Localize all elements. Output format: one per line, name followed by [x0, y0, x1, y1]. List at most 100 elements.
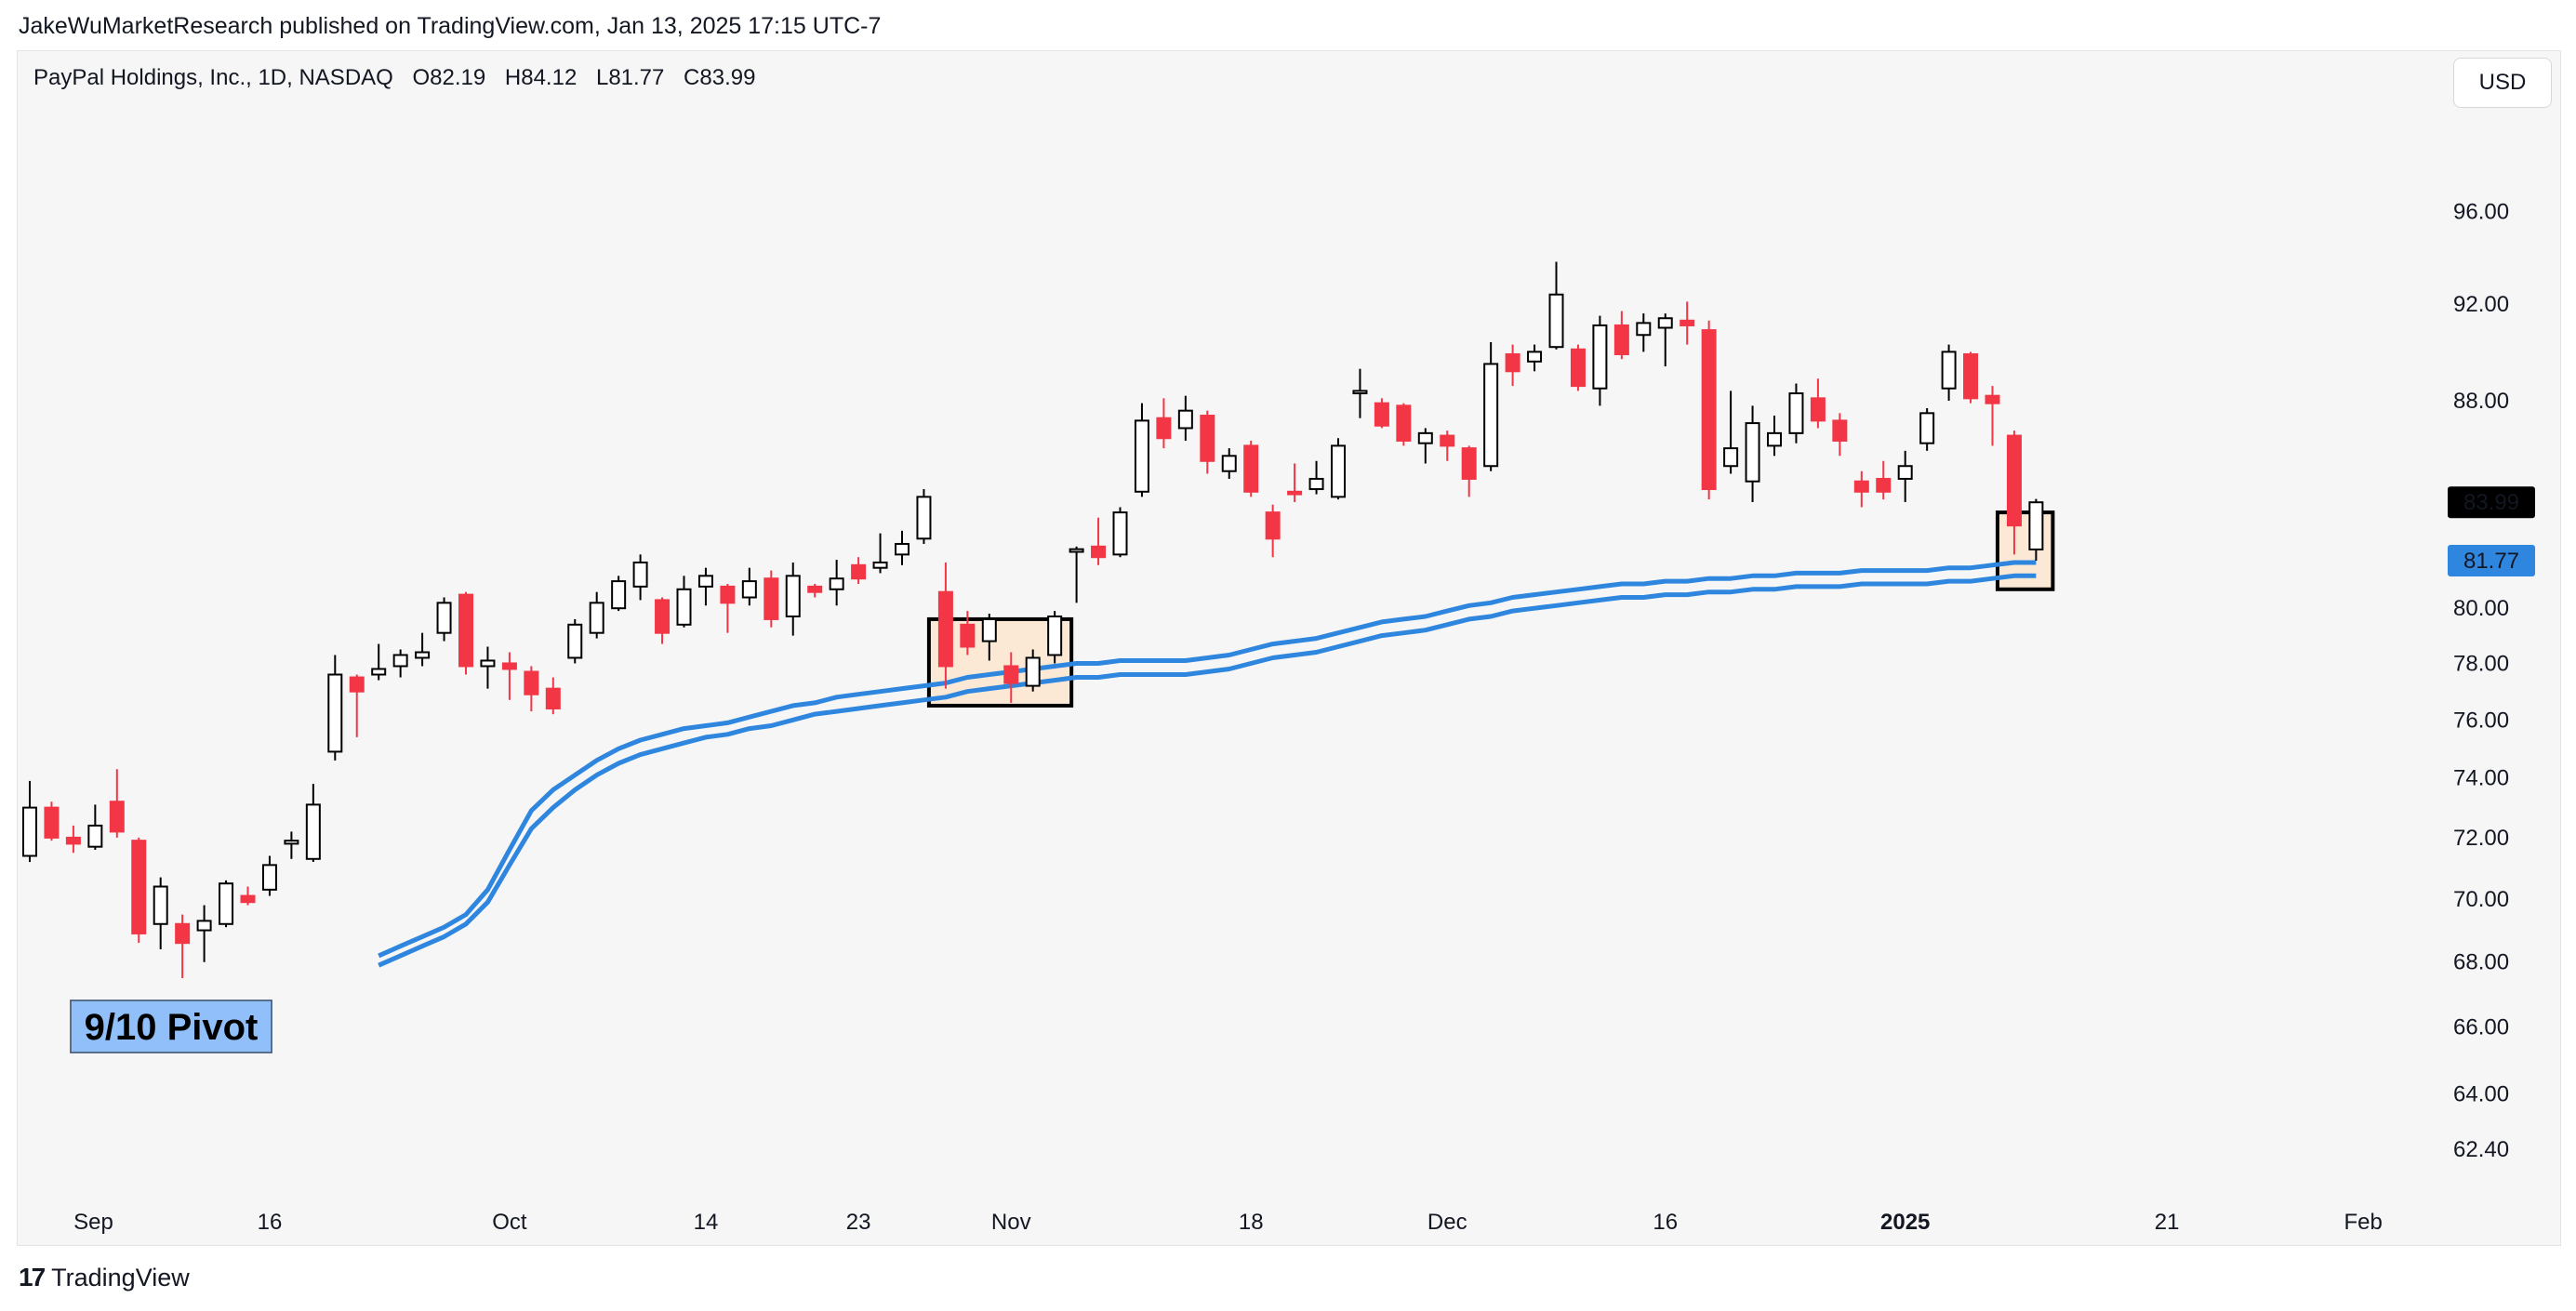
y-tick-label: 96.00	[2453, 199, 2509, 224]
y-tick-label: 78.00	[2453, 651, 2509, 676]
candle-body	[1832, 419, 1848, 442]
y-tick-label: 76.00	[2453, 708, 2509, 733]
legend-high: H84.12	[504, 65, 578, 90]
annotation-layer: 9/10 Pivot	[70, 1000, 272, 1053]
candle-body	[1897, 465, 1913, 480]
candle-body	[2006, 434, 2022, 527]
x-tick-label: Oct	[492, 1210, 527, 1235]
candlesticks	[22, 261, 2044, 979]
candle-body	[807, 585, 823, 593]
candle-body	[1287, 490, 1303, 496]
x-tick-label: 16	[258, 1210, 283, 1235]
candle-body	[1613, 324, 1629, 355]
legend-close: C83.99	[684, 65, 756, 90]
candle-body	[960, 623, 976, 648]
candle-body	[2028, 501, 2044, 550]
candle-body	[1876, 477, 1892, 493]
candle-body	[1483, 363, 1499, 468]
candle-body	[785, 575, 801, 617]
candle-body	[872, 561, 888, 569]
y-tick-label: 88.00	[2453, 389, 2509, 414]
candle-body	[1767, 431, 1782, 447]
candle-body	[1374, 402, 1389, 427]
candle-body	[284, 840, 299, 845]
candle-body	[349, 676, 365, 693]
candle-body	[1177, 409, 1193, 430]
candle-body	[131, 840, 147, 934]
moving-average-line	[378, 560, 2037, 959]
candle-body	[1636, 322, 1652, 337]
candle-body	[1200, 415, 1215, 462]
candle-body	[175, 922, 191, 945]
candle-body	[764, 577, 779, 620]
x-tick-label: 21	[2155, 1210, 2180, 1235]
candle-body	[1657, 317, 1673, 329]
candle-body	[1548, 293, 1564, 349]
moving-average-line	[378, 573, 2037, 968]
candle-body	[981, 617, 997, 642]
candle-body	[632, 561, 648, 588]
candle-body	[1745, 422, 1760, 483]
x-tick-label: Dec	[1427, 1210, 1467, 1235]
candle-body	[1680, 319, 1695, 326]
candle-body	[895, 542, 910, 556]
symbol-legend: PayPal Holdings, Inc., 1D, NASDAQ O82.19…	[33, 65, 768, 91]
x-tick-label: Feb	[2344, 1210, 2382, 1235]
legend-symbol: PayPal Holdings, Inc., 1D, NASDAQ	[33, 65, 393, 90]
publisher-line: JakeWuMarketResearch published on Tradin…	[19, 13, 882, 39]
candle-body	[1788, 392, 1804, 434]
candle-body	[655, 599, 671, 634]
candle-body	[937, 590, 953, 668]
candle-body	[1265, 511, 1281, 540]
last-price-label-bg	[2448, 486, 2535, 519]
candle-body	[1461, 447, 1477, 480]
candle-body	[22, 806, 37, 857]
candle-body	[1963, 352, 1979, 400]
candle-body	[611, 580, 627, 610]
candle-body	[741, 580, 757, 599]
candle-body	[1243, 444, 1259, 493]
candle-body	[829, 577, 844, 590]
candle-body	[458, 593, 473, 668]
candle-body	[1396, 404, 1412, 442]
candle-body	[545, 687, 561, 710]
chart-pane[interactable]	[17, 50, 2561, 1246]
x-tick-label: 23	[846, 1210, 871, 1235]
candle-body	[65, 836, 81, 845]
candle-body	[44, 806, 60, 839]
legend-low: L81.77	[595, 65, 665, 90]
y-axis: 62.40 64.00 66.00 68.00 70.00 72.00 74.00 76.00…	[2453, 199, 2509, 1162]
candle-body	[1505, 352, 1520, 373]
candle-body	[1701, 329, 1717, 491]
x-tick-label: 14	[694, 1210, 719, 1235]
candle-body	[916, 496, 932, 540]
x-tick-label: 16	[1653, 1210, 1678, 1235]
candle-body	[524, 670, 539, 695]
x-tick-label: 2025	[1880, 1210, 1930, 1235]
moving-average-label-bg	[2448, 544, 2535, 576]
candle-body	[1069, 548, 1084, 553]
candle-body	[196, 920, 212, 932]
candle-body	[1941, 351, 1957, 390]
tradingview-logo-icon: 17	[19, 1263, 46, 1291]
price-axis-labels: 83.99 81.77	[2448, 486, 2535, 576]
currency-button[interactable]: USD	[2453, 58, 2552, 108]
candle-body	[1156, 417, 1172, 440]
candle-body	[567, 623, 583, 659]
candle-body	[1221, 455, 1237, 472]
candle-body	[676, 588, 692, 626]
candle-body	[1331, 444, 1346, 498]
candle-body	[1134, 419, 1149, 493]
pivot-annotation-box	[70, 1000, 272, 1053]
candle-body	[589, 602, 604, 634]
candle-body	[1112, 511, 1128, 556]
x-tick-label: 18	[1239, 1210, 1264, 1235]
candle-body	[1417, 431, 1433, 444]
y-tick-label: 72.00	[2453, 826, 2509, 851]
y-tick-label: 62.40	[2453, 1137, 2509, 1162]
candle-body	[697, 575, 713, 588]
candle-body	[1003, 665, 1019, 684]
tradingview-logo-text: TradingView	[51, 1263, 190, 1291]
y-tick-label: 74.00	[2453, 766, 2509, 791]
candle-body	[480, 659, 496, 668]
